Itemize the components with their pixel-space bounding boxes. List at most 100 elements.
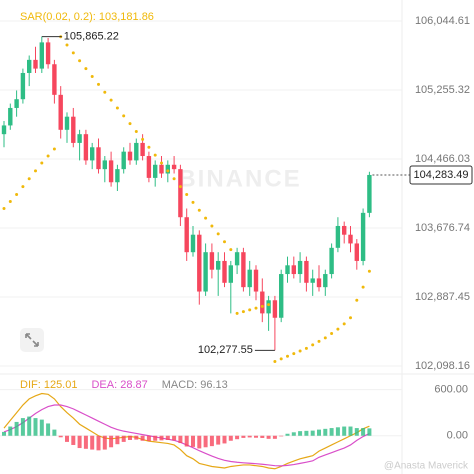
sar-dot [134, 130, 138, 134]
macd-bar [254, 435, 258, 438]
candle-body [8, 107, 13, 126]
sar-dot [90, 74, 94, 78]
macd-bar [298, 431, 303, 436]
macd-bar [77, 435, 82, 449]
candle-body [77, 134, 82, 143]
macd-bar [172, 435, 177, 441]
macd-bar [39, 419, 44, 436]
sar-dot [279, 357, 283, 361]
candle-body [367, 174, 372, 213]
legend-label: SAR(0.02, 0.2): 103,181.86 [20, 11, 154, 23]
annotation-label: 102,277.55 [198, 344, 253, 356]
macd-bar [342, 426, 347, 436]
y-tick-label: 102,887.45 [415, 291, 470, 303]
macd-bar [247, 435, 252, 438]
sar-dot [52, 147, 56, 151]
sar-dot [2, 206, 6, 210]
macd-bar [184, 435, 189, 447]
y-tick-label: 102,098.16 [415, 360, 470, 372]
sar-dot [109, 98, 113, 102]
sar-dot [71, 51, 75, 55]
macd-bar [2, 431, 6, 436]
macd-bar [317, 429, 321, 436]
candle-body [234, 252, 240, 266]
expand-icon[interactable] [20, 328, 44, 352]
candle-body [20, 72, 26, 100]
macd-bar [266, 435, 271, 439]
icon-arrows [25, 333, 39, 347]
candle-body [285, 265, 290, 275]
sar-dot [40, 161, 44, 165]
candle-body [316, 278, 322, 288]
sar-dot [273, 359, 277, 363]
sar-dot [128, 122, 132, 126]
sar-dot [361, 285, 365, 289]
sar-dot [97, 82, 100, 86]
watermark: @Anasta Maverick [384, 461, 469, 472]
macd-bar [354, 428, 359, 436]
sar-dot [248, 308, 252, 312]
candle-body [159, 164, 164, 174]
y-tick-label: 600.00 [434, 384, 468, 396]
sar-dot [46, 154, 50, 158]
macd-line [3, 392, 370, 470]
sar-dot [254, 306, 258, 310]
candle-body [83, 134, 89, 161]
candle-body [348, 234, 353, 244]
macd-bar [291, 432, 296, 436]
macd-bar [178, 435, 183, 444]
candle-body [222, 260, 227, 283]
sar-dot [216, 232, 220, 236]
sar-dot [311, 343, 315, 347]
macd-bar [20, 418, 25, 436]
candle-body [14, 99, 19, 108]
macd-bar [222, 435, 227, 444]
candle-body [272, 300, 278, 318]
macd-bar [102, 435, 107, 450]
macd-bar [115, 435, 120, 445]
candle-body [127, 151, 133, 161]
sar-dot [160, 161, 163, 165]
legend-label: DEA: 28.87 [91, 379, 147, 391]
macd-bar [33, 418, 38, 436]
macd-bar [260, 435, 265, 438]
candle-body [216, 260, 221, 270]
candle-body [241, 252, 246, 288]
candle-body [52, 64, 57, 95]
candle-body [171, 164, 177, 170]
macd-bar [52, 429, 57, 436]
y-tick-label: 105,255.32 [415, 84, 470, 96]
candle-body [203, 252, 208, 292]
sar-dot [267, 303, 271, 307]
candle-body [121, 151, 126, 170]
macd-bar [323, 428, 328, 436]
sar-dot [65, 43, 69, 47]
candle-body [45, 42, 51, 65]
legend-label: DIF: 125.01 [20, 379, 77, 391]
candle-body [304, 260, 309, 283]
sar-dot [185, 192, 189, 196]
sar-dot [323, 336, 327, 340]
macd-bar [71, 435, 76, 445]
sar-dot [197, 208, 201, 212]
candle-body [297, 260, 303, 275]
macd-bar [197, 435, 202, 449]
icon-bg [20, 328, 44, 352]
sar-dot [223, 240, 226, 244]
candle-body [247, 269, 252, 288]
sar-dot [204, 216, 208, 220]
sar-dot [141, 137, 145, 141]
sar-dot [84, 67, 88, 71]
sar-dot [241, 310, 245, 314]
macd-bar [241, 435, 246, 438]
candle-body [178, 169, 183, 218]
macd-bar [203, 435, 208, 448]
candle-body [310, 278, 315, 283]
sar-dot [78, 59, 82, 63]
candle-body [335, 225, 341, 248]
macd-bar [83, 435, 88, 449]
macd-bar [8, 426, 13, 436]
macd-bar [96, 435, 101, 451]
candle-body [266, 300, 271, 314]
